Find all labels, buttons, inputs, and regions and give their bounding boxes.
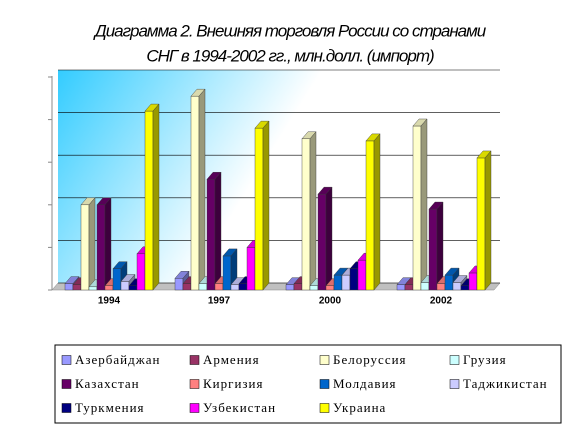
- legend-swatch: [189, 355, 200, 365]
- bar-front: [230, 284, 240, 291]
- bar-side: [152, 103, 160, 291]
- bar: [190, 88, 206, 291]
- bar-front: [120, 281, 130, 291]
- bar-front: [64, 283, 74, 291]
- bar-front: [428, 208, 438, 291]
- bar-side: [420, 118, 428, 291]
- legend-label: Белоруссия: [333, 352, 407, 367]
- bar: [206, 171, 222, 291]
- bar: [317, 186, 333, 291]
- bar-front: [349, 268, 359, 291]
- bar-front: [88, 286, 98, 291]
- legend: [54, 344, 562, 424]
- legend-label: Армения: [203, 352, 260, 367]
- bar-front: [222, 255, 232, 291]
- legend-swatch: [319, 355, 330, 365]
- bar: [476, 150, 492, 291]
- bar-front: [96, 204, 106, 291]
- bar-front: [444, 274, 454, 291]
- legend-label: Узбекистан: [203, 400, 276, 415]
- bar-front: [214, 283, 224, 291]
- bar-front: [144, 110, 154, 291]
- bar-front: [333, 274, 343, 291]
- bar-side: [373, 133, 381, 291]
- legend-swatch: [189, 379, 200, 389]
- chart-title: СНГ в 1994-2002 гг., млн.долл. (импорт): [146, 46, 434, 65]
- bar-front: [436, 283, 446, 291]
- bar-front: [396, 284, 406, 291]
- legend-label: Грузия: [463, 352, 507, 367]
- x-tick-label: 2000: [319, 296, 342, 307]
- x-tick-label: 2002: [430, 296, 453, 307]
- bar-front: [365, 140, 375, 291]
- bar-front: [112, 268, 122, 291]
- legend-swatch: [319, 403, 330, 413]
- x-tick-label: 1994: [98, 296, 121, 307]
- bar-front: [190, 95, 200, 291]
- bar-front: [128, 285, 138, 291]
- bar-side: [198, 88, 206, 291]
- bar-front: [412, 125, 422, 291]
- bar-front: [325, 285, 335, 291]
- legend-label: Молдавия: [333, 376, 397, 391]
- bar-front: [301, 138, 311, 291]
- bar-side: [436, 201, 444, 291]
- bar-side: [262, 120, 270, 291]
- bar: [412, 118, 428, 291]
- bar-front: [420, 282, 430, 291]
- bar-front: [317, 193, 327, 291]
- legend-swatch: [61, 403, 72, 413]
- bar-front: [404, 284, 414, 291]
- bar-side: [325, 186, 333, 291]
- bar-front: [452, 282, 462, 291]
- legend-label: Таджикистан: [463, 376, 548, 391]
- bar-front: [182, 283, 192, 291]
- bar-front: [285, 284, 295, 291]
- chart-title: Диаграмма 2. Внешняя торговля России со …: [93, 21, 487, 40]
- legend-label: Казахстан: [75, 376, 140, 391]
- legend-swatch: [319, 379, 330, 389]
- x-tick-label: 1997: [208, 296, 231, 307]
- legend-swatch: [189, 403, 200, 413]
- bar-front: [246, 247, 256, 291]
- legend-label: Туркмения: [75, 400, 145, 415]
- legend-swatch: [61, 379, 72, 389]
- bar-side: [104, 197, 112, 291]
- bar-front: [460, 285, 470, 291]
- bar: [96, 197, 112, 291]
- legend-label: Азербайджан: [75, 352, 160, 367]
- bar: [144, 103, 160, 291]
- bar-front: [174, 278, 184, 291]
- legend-swatch: [449, 355, 460, 365]
- bar: [365, 133, 381, 291]
- bar-front: [136, 253, 146, 291]
- bar-front: [198, 283, 208, 291]
- bar-front: [104, 285, 114, 291]
- bar: [254, 120, 270, 291]
- bar-front: [254, 127, 264, 291]
- bar-front: [309, 285, 319, 291]
- bar-front: [80, 204, 90, 291]
- bar-front: [72, 284, 82, 291]
- bar: [428, 201, 444, 291]
- bar-front: [357, 259, 367, 291]
- bar-front: [468, 272, 478, 291]
- bar-side: [214, 171, 222, 291]
- bar-front: [293, 283, 303, 291]
- bar-side: [484, 150, 492, 291]
- bar-front: [238, 283, 248, 291]
- legend-label: Киргизия: [203, 376, 264, 391]
- legend-swatch: [61, 355, 72, 365]
- legend-swatch: [449, 379, 460, 389]
- bar-front: [476, 157, 486, 291]
- legend-label: Украина: [333, 400, 386, 415]
- bar-side: [88, 197, 96, 291]
- bar-front: [206, 179, 216, 291]
- bar: [80, 197, 96, 291]
- bar-side: [309, 131, 317, 291]
- bar: [301, 131, 317, 291]
- bar-front: [341, 274, 351, 291]
